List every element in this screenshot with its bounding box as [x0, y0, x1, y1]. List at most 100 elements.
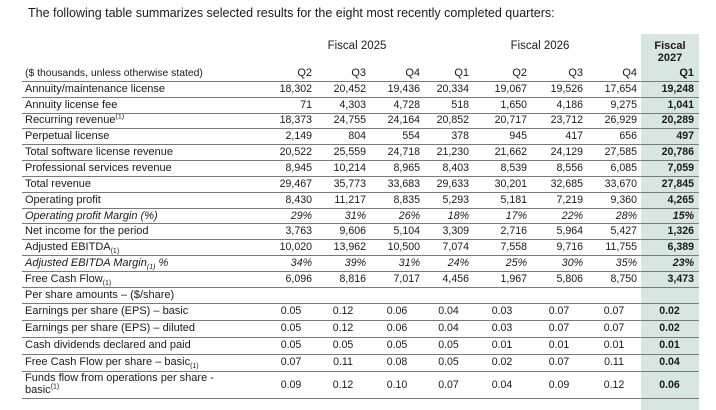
row-footnote: (1) — [102, 280, 112, 288]
row-label: Free Cash Flow per share – basic(1) — [22, 354, 267, 372]
row-label-text: Operating profit — [25, 193, 101, 206]
row-label-text: Funds flow from operations per share - — [25, 371, 214, 384]
cell-value: 7,558 — [474, 239, 532, 257]
row-label-text: Annuity license fee — [25, 98, 118, 111]
cell-value: 0.04 — [425, 303, 474, 321]
row-footnote: (1) — [50, 383, 60, 390]
cell-value: 20,786 — [642, 144, 699, 162]
table-row: Operating profit Margin (%) 29% 31% 26% 18% 1… — [22, 208, 699, 225]
cell-value: 29% — [267, 208, 317, 225]
cell-value: 2,149 — [267, 128, 317, 146]
row-label-text: Free Cash Flow — [25, 272, 103, 285]
cell-value: 0.09 — [267, 371, 317, 399]
table-row: Annuity/maintenance license 18,302 20,452 1… — [22, 81, 699, 98]
cell-value: 13,962 — [317, 239, 371, 257]
cell-value: 5,104 — [371, 223, 425, 241]
cell-value: 31% — [317, 208, 371, 225]
cell-value: 0.07 — [532, 354, 588, 372]
cell-value: 0.12 — [317, 320, 371, 338]
row-label-text: Net income for the period — [25, 225, 149, 238]
quarterly-results-table: ($ thousands, unless otherwise stated) Q… — [22, 66, 699, 399]
cell-value: 17,654 — [588, 81, 642, 98]
cell-value: 5,806 — [532, 271, 588, 288]
cell-value: 10,214 — [317, 160, 371, 177]
cell-value: 0.07 — [532, 303, 588, 321]
cell-value: 0.12 — [588, 371, 642, 399]
cell-value: 30,201 — [474, 176, 532, 193]
header-q3-2026: Q3 — [532, 66, 588, 82]
cell-value: 7,074 — [425, 239, 474, 257]
table-row: Per share amounts – ($/share) — [22, 287, 699, 304]
cell-value: 0.01 — [642, 337, 699, 355]
row-footnote: (1) — [110, 248, 120, 256]
cell-value: 20,717 — [474, 113, 532, 130]
header-row: ($ thousands, unless otherwise stated) Q… — [22, 66, 699, 82]
row-label-text: Earnings per share (EPS) – basic — [25, 305, 189, 318]
header-q2-2025: Q2 — [267, 66, 317, 82]
cell-value: 20,452 — [317, 81, 371, 98]
cell-value: 30% — [532, 255, 588, 272]
cell-value: 17% — [474, 208, 532, 225]
cell-value: 0.06 — [642, 371, 699, 399]
row-label-text: Cash dividends declared and paid — [25, 339, 191, 352]
table-row: Cash dividends declared and paid 0.05 0.05… — [22, 337, 699, 355]
cell-value: 0.04 — [425, 320, 474, 338]
cell-value: 518 — [425, 97, 474, 114]
row-label-text: Earnings per share (EPS) – diluted — [25, 322, 195, 335]
cell-value: 1,326 — [642, 223, 699, 241]
group-fiscal-2025: Fiscal 2025 — [327, 40, 387, 52]
cell-value: 29,633 — [425, 176, 474, 193]
cell-value: 4,265 — [642, 192, 699, 209]
table-row: Free Cash Flow per share – basic(1) 0.07 0… — [22, 354, 699, 372]
row-label-text: Professional services revenue — [25, 161, 172, 174]
cell-value: 11,755 — [588, 239, 642, 257]
cell-value: 33,670 — [588, 176, 642, 193]
cell-value — [371, 287, 425, 304]
table-row: Adjusted EBITDA Margin(1) % 34% 39% 31% 24% 2… — [22, 255, 699, 272]
cell-value: 5,293 — [425, 192, 474, 209]
cell-value: 19,067 — [474, 81, 532, 98]
table-row: Recurring revenue(1) 18,373 24,755 24,164 20… — [22, 113, 699, 130]
cell-value: 656 — [588, 128, 642, 146]
row-label-text: Total software license revenue — [25, 146, 173, 159]
cell-value: 20,852 — [425, 113, 474, 130]
cell-value: 24% — [425, 255, 474, 272]
cell-value: 21,230 — [425, 144, 474, 162]
cell-value — [532, 287, 588, 304]
cell-value: 0.07 — [588, 303, 642, 321]
cell-value: 6,096 — [267, 271, 317, 288]
cell-value: 22% — [532, 208, 588, 225]
cell-value: 0.02 — [474, 354, 532, 372]
table-row: Total software license revenue 20,522 25,5… — [22, 144, 699, 162]
cell-value: 10,020 — [267, 239, 317, 257]
row-label: Total revenue — [22, 176, 267, 193]
cell-value: 24,718 — [371, 144, 425, 162]
cell-value: 27,845 — [642, 176, 699, 193]
table-row: Net income for the period 3,763 9,606 5,104… — [22, 223, 699, 241]
cell-value: 11,217 — [317, 192, 371, 209]
cell-value: 3,309 — [425, 223, 474, 241]
cell-value: 0.01 — [474, 337, 532, 355]
cell-value: 8,430 — [267, 192, 317, 209]
cell-value: 0.02 — [642, 320, 699, 338]
cell-value: 1,967 — [474, 271, 532, 288]
row-label: Operating profit — [22, 192, 267, 209]
cell-value: 0.06 — [371, 303, 425, 321]
cell-value: 0.06 — [371, 320, 425, 338]
row-footnote: (1) — [146, 264, 156, 272]
row-label-text: Annuity/maintenance license — [25, 82, 166, 95]
header-label: ($ thousands, unless otherwise stated) — [22, 66, 267, 82]
cell-value: 6,085 — [588, 160, 642, 177]
cell-value: 0.04 — [642, 354, 699, 372]
cell-value: 0.05 — [267, 303, 317, 321]
cell-value: 3,473 — [642, 271, 699, 288]
cell-value: 4,186 — [532, 97, 588, 114]
cell-value: 945 — [474, 128, 532, 146]
cell-value: 29,467 — [267, 176, 317, 193]
header-q2-2026: Q2 — [474, 66, 532, 82]
row-label: Professional services revenue — [22, 160, 267, 177]
cell-value: 25,559 — [317, 144, 371, 162]
cell-value: 26,929 — [588, 113, 642, 130]
header-q1-2026: Q1 — [425, 66, 474, 82]
table-row: Total revenue 29,467 35,773 33,683 29,633 30,… — [22, 176, 699, 193]
